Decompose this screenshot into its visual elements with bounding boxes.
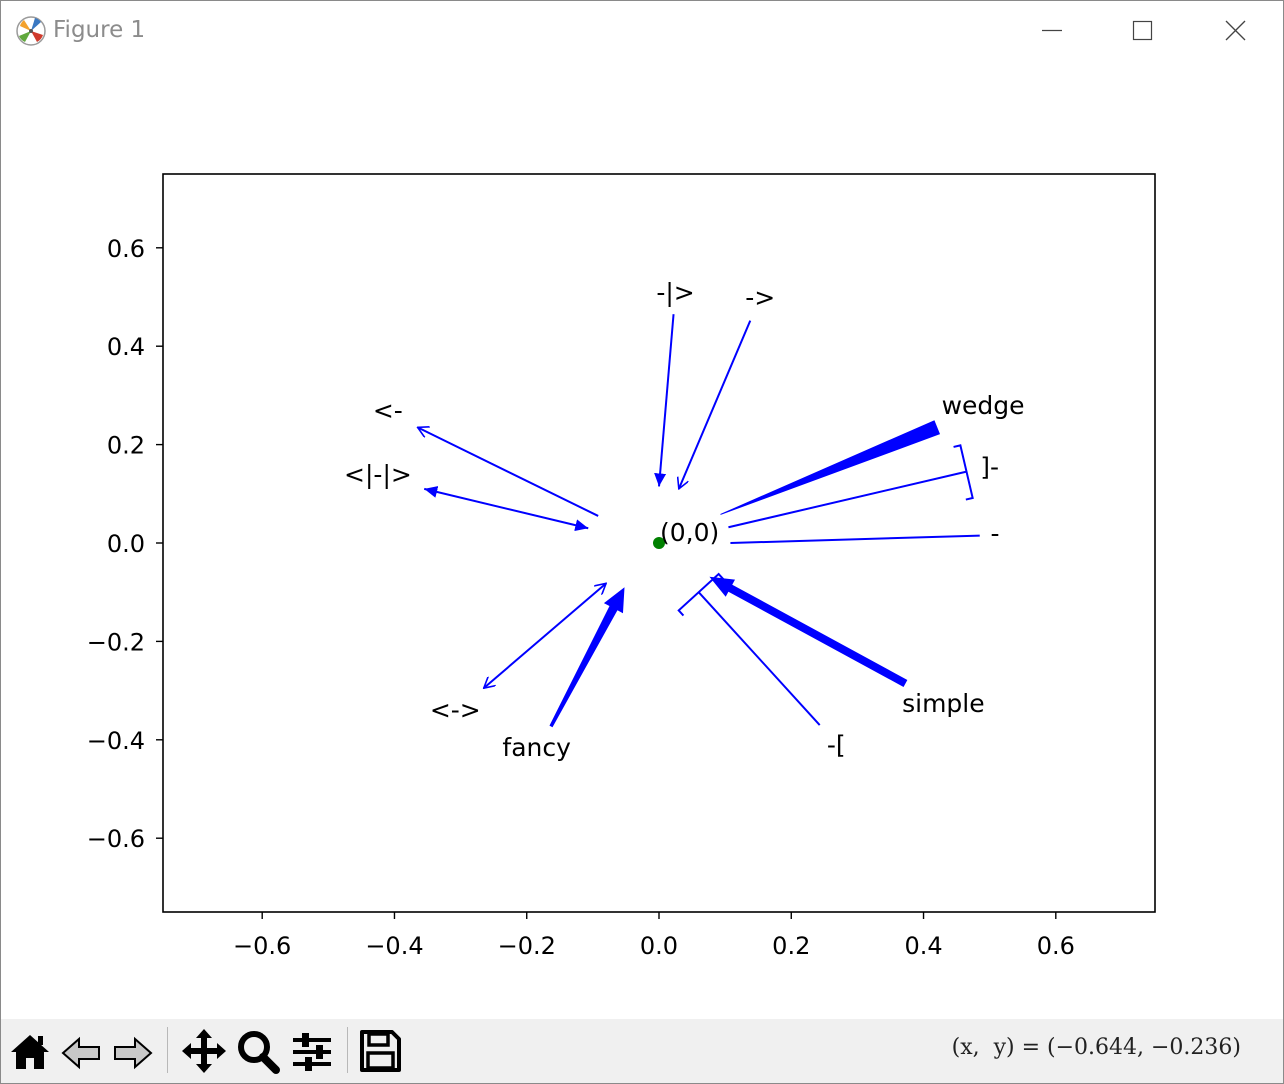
toolbar-separator	[347, 1027, 348, 1073]
sliders-icon	[293, 1033, 331, 1071]
origin-point-label: (0,0)	[660, 518, 719, 547]
annotation-label: fancy	[502, 733, 571, 762]
y-tick-label: −0.2	[87, 628, 145, 656]
annotation-1: ->	[679, 283, 775, 489]
zoom-button[interactable]	[235, 1027, 281, 1075]
close-icon	[1225, 20, 1246, 41]
x-tick-label: −0.4	[365, 932, 423, 960]
minimize-icon	[1042, 29, 1062, 32]
chart[interactable]: −0.6 −0.4 −0.2 0.0 0.2 0.4 0.6 −0.6 −0.4 −0.2 0.0 0…	[1, 59, 1283, 1019]
arrow-bracket	[953, 444, 974, 501]
matplotlib-logo-icon	[16, 16, 46, 46]
x-tick-label: −0.6	[233, 932, 291, 960]
x-tick-label: 0.0	[640, 932, 678, 960]
close-button[interactable]	[1189, 1, 1281, 59]
annotation-label: -[	[827, 731, 846, 760]
annotation-8: -	[730, 519, 999, 548]
arrow-line	[679, 320, 752, 489]
annotation-10: simple	[709, 576, 985, 718]
x-tick-label: −0.2	[498, 932, 556, 960]
annotation-3: <|-|>	[344, 460, 589, 532]
home-icon	[11, 1035, 49, 1069]
annotation-9: -[	[677, 572, 846, 760]
annotation-0: -|>	[654, 278, 695, 487]
arrow-line	[728, 470, 967, 529]
cursor-coordinates: (x, y) = (−0.644, −0.236)	[951, 1035, 1241, 1060]
arrow-line	[654, 314, 675, 487]
annotation-label: wedge	[942, 391, 1025, 420]
y-tick-label: 0.6	[107, 235, 145, 263]
y-tick-label: −0.6	[87, 825, 145, 853]
pan-button[interactable]	[179, 1027, 226, 1075]
annotation-7: ]-	[728, 444, 999, 529]
home-button[interactable]	[7, 1027, 53, 1075]
x-tick-label: 0.4	[904, 932, 942, 960]
annotation-5: fancy	[502, 587, 625, 762]
y-tick-label: 0.2	[107, 432, 145, 460]
toolbar-separator	[167, 1027, 168, 1073]
back-button[interactable]	[59, 1027, 105, 1075]
annotation-label: ->	[745, 283, 775, 312]
magnifier-icon	[238, 1031, 280, 1074]
arrow-wedge	[720, 420, 941, 515]
window-title: Figure 1	[53, 17, 146, 43]
floppy-disk-icon	[360, 1030, 401, 1072]
maximize-icon	[1132, 20, 1153, 41]
save-button[interactable]	[357, 1027, 403, 1075]
x-tick-label: 0.2	[772, 932, 810, 960]
annotation-6: wedge	[720, 391, 1025, 515]
y-tick-label: 0.0	[107, 530, 145, 558]
arrow-simple	[709, 576, 908, 687]
x-tick-label: 0.6	[1037, 932, 1075, 960]
y-tick-label: 0.4	[107, 333, 145, 361]
arrow-line	[697, 591, 821, 726]
annotation-2: <-	[373, 396, 599, 517]
y-tick-label: −0.4	[87, 727, 145, 755]
minimize-button[interactable]	[1005, 1, 1097, 59]
back-arrow-icon	[61, 1036, 100, 1070]
annotation-label: simple	[902, 689, 985, 718]
arrow-bracket	[677, 572, 725, 617]
title-bar[interactable]: Figure 1	[1, 1, 1283, 59]
forward-arrow-icon	[114, 1036, 153, 1070]
maximize-button[interactable]	[1097, 1, 1189, 59]
annotation-4: <->	[430, 583, 606, 724]
arrow-line	[730, 534, 980, 544]
configure-subplots-button[interactable]	[289, 1027, 335, 1075]
move-icon	[182, 1029, 226, 1073]
origin-point	[653, 537, 665, 549]
annotation-label: ]-	[980, 453, 999, 482]
forward-button[interactable]	[109, 1027, 155, 1075]
annotation-label: <->	[430, 695, 481, 724]
arrow-line	[423, 486, 589, 532]
annotation-label: -|>	[656, 278, 694, 307]
annotation-label: -	[990, 519, 999, 548]
arrow-line	[484, 583, 606, 688]
annotation-label: <-	[373, 396, 403, 425]
arrow-line	[418, 427, 599, 517]
annotation-label: <|-|>	[344, 460, 412, 489]
arrow-fancy	[549, 587, 625, 728]
navigation-toolbar: (x, y) = (−0.644, −0.236)	[1, 1019, 1283, 1083]
figure-canvas[interactable]: −0.6 −0.4 −0.2 0.0 0.2 0.4 0.6 −0.6 −0.4 −0.2 0.0 0…	[1, 59, 1283, 1019]
